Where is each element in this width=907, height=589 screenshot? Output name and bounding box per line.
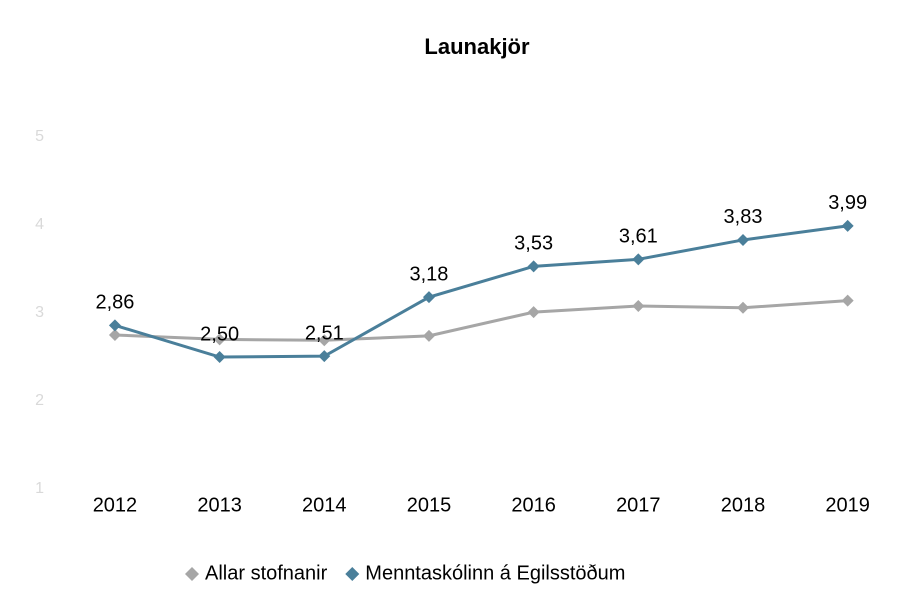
- data-label: 2,86: [95, 292, 134, 314]
- chart-title: Launakjör: [424, 34, 530, 59]
- data-label: 3,99: [828, 192, 867, 214]
- legend-label: Menntaskólinn á Egilsstöðum: [365, 562, 625, 584]
- legend-marker: [345, 567, 360, 581]
- x-tick-label: 2015: [407, 494, 452, 516]
- marker: [213, 333, 226, 346]
- marker: [318, 350, 331, 363]
- series-line: [114, 224, 848, 359]
- data-label: 3,53: [514, 233, 553, 255]
- marker: [841, 219, 854, 232]
- legend-label: Allar stofnanir: [205, 562, 328, 584]
- marker: [527, 306, 540, 319]
- data-label: 3,18: [409, 263, 448, 285]
- data-label: 3,83: [724, 206, 763, 228]
- marker: [632, 253, 645, 266]
- x-tick-label: 2013: [197, 494, 242, 516]
- marker: [736, 233, 749, 246]
- marker: [213, 351, 226, 363]
- marker: [108, 319, 121, 332]
- marker: [422, 291, 435, 304]
- data-label: 2,50: [200, 323, 239, 345]
- y-tick-label: 1: [35, 480, 44, 497]
- x-tick-label: 2014: [302, 494, 347, 516]
- x-tick-label: 2018: [721, 494, 766, 516]
- marker: [422, 329, 435, 342]
- data-label: 2,51: [305, 322, 344, 344]
- x-tick-label: 2012: [93, 494, 138, 516]
- marker: [736, 301, 749, 314]
- marker: [527, 260, 540, 273]
- data-label: 3,61: [619, 226, 658, 248]
- series-line: [114, 299, 848, 342]
- legend-marker: [185, 567, 199, 581]
- y-tick-label: 3: [35, 304, 44, 321]
- y-tick-label: 5: [35, 128, 44, 145]
- y-tick-label: 4: [35, 216, 44, 233]
- y-tick-label: 2: [35, 392, 44, 409]
- x-tick-label: 2019: [825, 494, 870, 516]
- x-tick-label: 2017: [616, 494, 661, 516]
- marker: [632, 299, 645, 312]
- marker: [318, 334, 331, 347]
- marker: [841, 294, 854, 307]
- marker: [108, 329, 121, 341]
- x-tick-label: 2016: [511, 494, 556, 516]
